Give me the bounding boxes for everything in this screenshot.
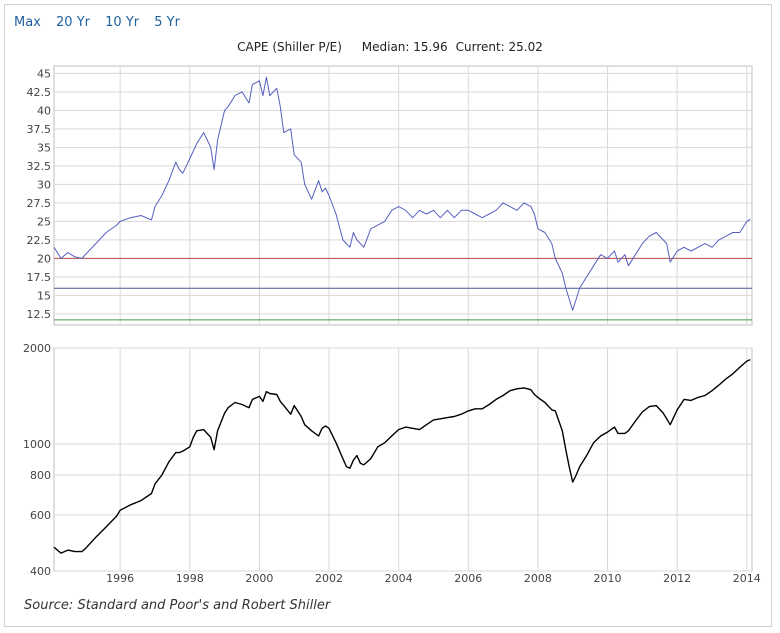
chart-header: CAPE (Shiller P/E) Median: 15.96 Current:… bbox=[0, 40, 780, 54]
y-tick-label: 42.5 bbox=[27, 86, 52, 99]
x-tick-label: 2006 bbox=[454, 572, 482, 585]
cape-series-line bbox=[53, 76, 751, 311]
y-tick-label: 25 bbox=[37, 215, 51, 228]
chart-title: CAPE (Shiller P/E) bbox=[237, 40, 342, 54]
x-tick-label: 1996 bbox=[106, 572, 134, 585]
range-max-link[interactable]: Max bbox=[14, 15, 41, 30]
x-tick-label: 2014 bbox=[733, 572, 761, 585]
range-selector: Max 20 Yr 10 Yr 5 Yr bbox=[14, 15, 191, 30]
plot-area-2 bbox=[53, 347, 753, 572]
y-tick-label: 2000 bbox=[23, 342, 51, 355]
x-tick-label: 2008 bbox=[524, 572, 552, 585]
y-tick-label: 45 bbox=[37, 67, 51, 80]
y-tick-label: 12.5 bbox=[27, 308, 52, 321]
current-label: Current: 25.02 bbox=[455, 40, 543, 54]
y-tick-label: 400 bbox=[30, 565, 51, 578]
x-tick-label: 2002 bbox=[315, 572, 343, 585]
chart-frame bbox=[4, 4, 772, 627]
y-tick-label: 30 bbox=[37, 178, 51, 191]
x-tick-label: 2010 bbox=[594, 572, 622, 585]
source-note: Source: Standard and Poor's and Robert S… bbox=[24, 598, 331, 613]
x-tick-label: 2012 bbox=[663, 572, 691, 585]
y-tick-label: 15 bbox=[37, 289, 51, 302]
y-tick-label: 27.5 bbox=[27, 197, 52, 210]
range-20yr-link[interactable]: 20 Yr bbox=[56, 15, 90, 30]
y-tick-label: 600 bbox=[30, 509, 51, 522]
range-5yr-link[interactable]: 5 Yr bbox=[154, 15, 180, 30]
y-tick-label: 40 bbox=[37, 104, 51, 117]
y-tick-label: 20 bbox=[37, 252, 51, 265]
range-10yr-link[interactable]: 10 Yr bbox=[105, 15, 140, 30]
x-tick-label: 2004 bbox=[385, 572, 413, 585]
y-tick-label: 22.5 bbox=[27, 234, 52, 247]
sp500-series-line bbox=[53, 358, 751, 554]
plot-area-1 bbox=[53, 65, 753, 326]
x-tick-label: 1998 bbox=[176, 572, 204, 585]
y-tick-label: 800 bbox=[30, 469, 51, 482]
y-tick-label: 35 bbox=[37, 141, 51, 154]
y-tick-label: 1000 bbox=[23, 438, 51, 451]
x-tick-label: 2000 bbox=[245, 572, 273, 585]
y-tick-label: 37.5 bbox=[27, 123, 52, 136]
y-tick-label: 17.5 bbox=[27, 271, 52, 284]
median-label: Median: 15.96 bbox=[361, 40, 448, 54]
y-tick-label: 32.5 bbox=[27, 160, 52, 173]
